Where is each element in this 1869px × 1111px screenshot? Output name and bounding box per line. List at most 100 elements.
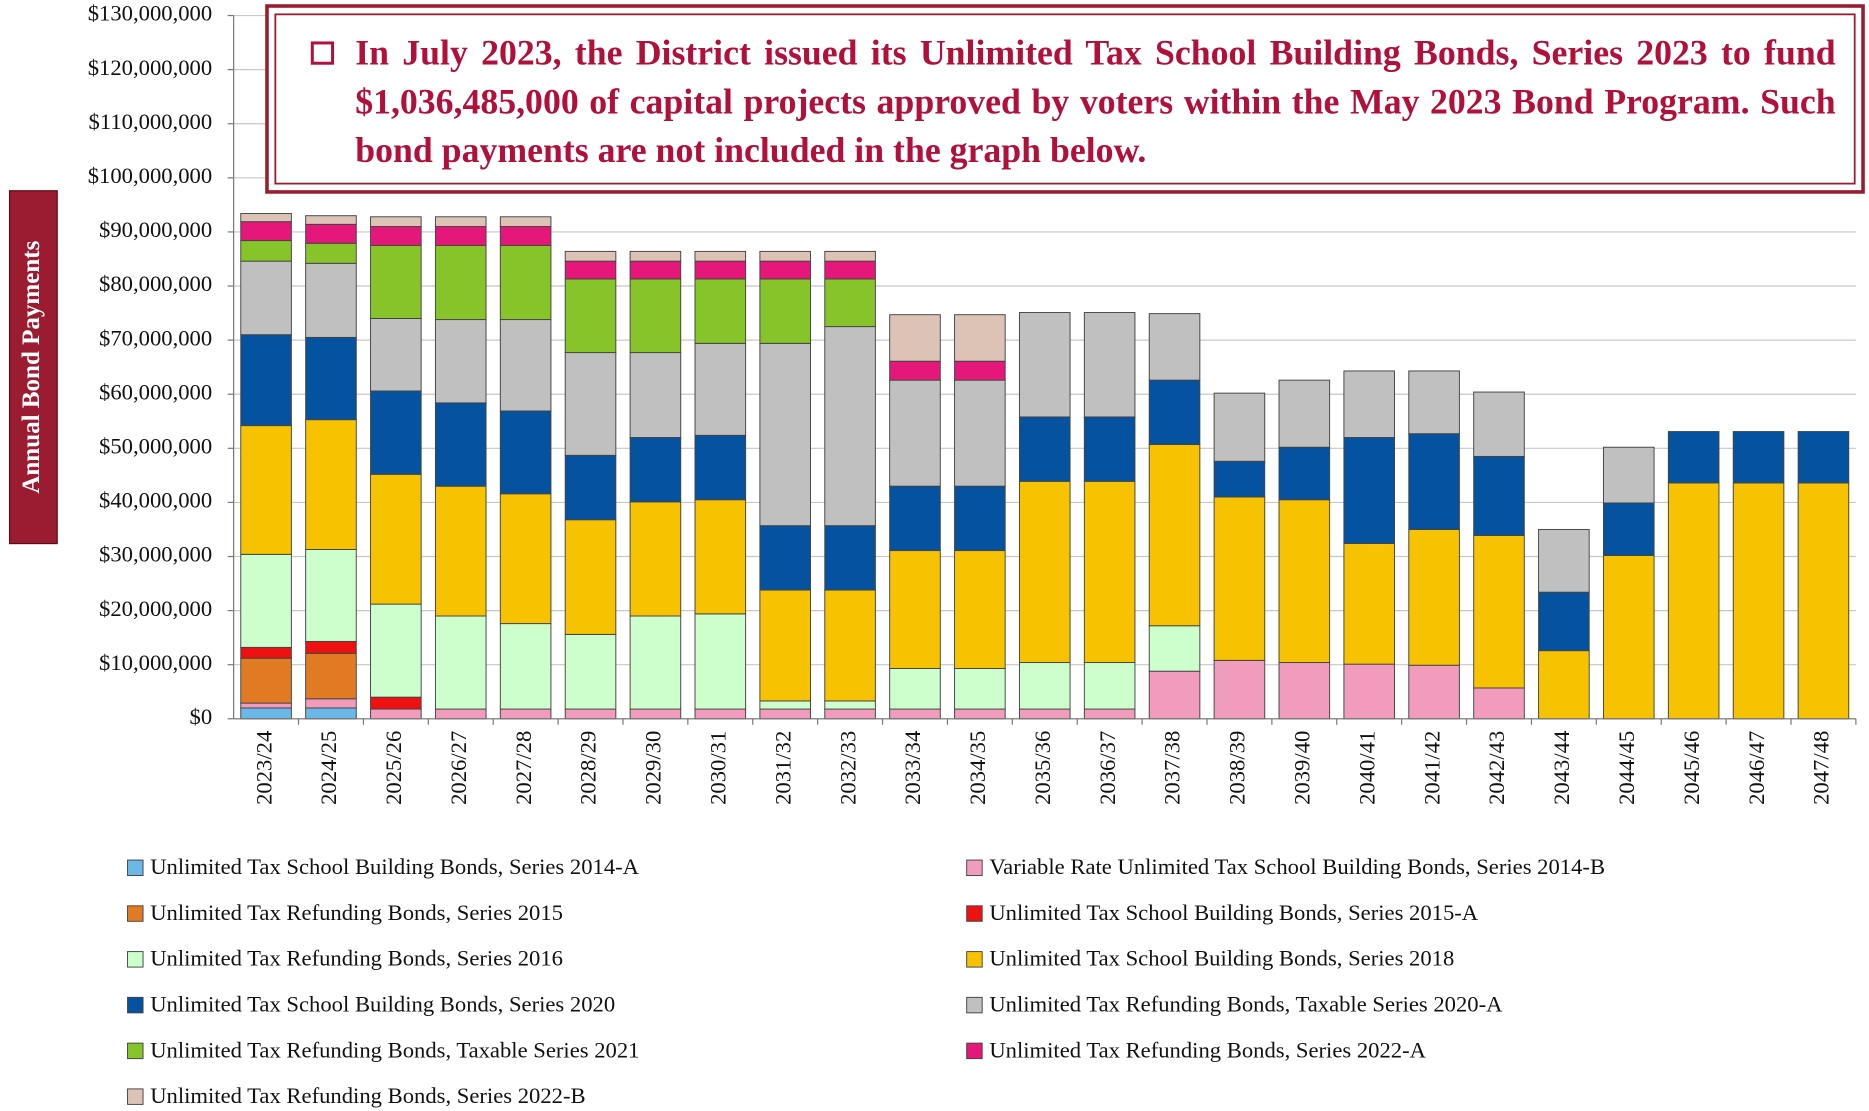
- y-tick-label: $100,000,000: [88, 163, 212, 188]
- bar-segment: [370, 318, 422, 392]
- bar-segment: [240, 334, 292, 427]
- bar-segment: [434, 216, 487, 227]
- bar-segment: [1408, 433, 1460, 530]
- annotation-box: [265, 4, 1865, 194]
- y-tick-label: $90,000,000: [99, 217, 212, 242]
- bar-layer: [240, 213, 1850, 720]
- bar-segment: [694, 260, 747, 280]
- bar-segment: [1083, 708, 1136, 720]
- bar-segment: [1797, 431, 1850, 484]
- bar-segment: [759, 589, 811, 702]
- x-tick-label: 2030/31: [706, 731, 731, 805]
- bar-segment: [889, 314, 941, 362]
- legend-label: Unlimited Tax Refunding Bonds, Series 20…: [989, 1037, 1426, 1062]
- bar-segment: [305, 640, 357, 654]
- bar-segment: [499, 493, 552, 625]
- bar-segment: [694, 278, 747, 344]
- bar-segment: [629, 501, 682, 617]
- bar-segment: [499, 226, 552, 246]
- x-tick-label: 2023/24: [251, 731, 276, 805]
- bar-segment: [1408, 664, 1460, 720]
- legend-swatch: [966, 859, 983, 877]
- bar-segment: [370, 473, 422, 605]
- bar-segment: [564, 278, 617, 354]
- bar-segment: [629, 278, 682, 354]
- bar-segment: [954, 379, 1006, 487]
- bar-segment: [240, 553, 292, 648]
- x-tick-label: 2042/43: [1484, 731, 1509, 805]
- bar-segment: [889, 708, 941, 720]
- x-tick-label: 2035/36: [1030, 731, 1055, 805]
- bar-segment: [434, 226, 487, 246]
- bar-segment: [1083, 312, 1136, 418]
- legend-label: Unlimited Tax Refunding Bonds, Series 20…: [150, 946, 563, 971]
- bar-segment: [759, 250, 811, 262]
- bar-segment: [694, 434, 747, 501]
- bar-segment: [370, 216, 422, 227]
- bar-segment: [370, 696, 422, 710]
- bar-segment: [499, 708, 552, 720]
- bar-segment: [1278, 662, 1331, 720]
- bar-segment: [1473, 534, 1525, 689]
- bar-segment: [240, 240, 292, 262]
- bar-segment: [759, 260, 811, 280]
- legend-swatch: [966, 905, 983, 922]
- bar-segment: [954, 485, 1006, 552]
- bar-segment: [305, 242, 357, 264]
- legend-label: Unlimited Tax School Building Bonds, Ser…: [989, 900, 1478, 925]
- bar-segment: [824, 589, 876, 702]
- x-tick-label: 2040/41: [1354, 731, 1379, 805]
- legend-swatch: [966, 1042, 983, 1060]
- bar-segment: [1732, 482, 1785, 720]
- bar-segment: [305, 223, 357, 244]
- bar-segment: [564, 352, 617, 456]
- bar-segment: [305, 698, 357, 709]
- bar-segment: [1148, 670, 1201, 720]
- x-tick-label: 2029/30: [641, 731, 666, 805]
- bar-segment: [824, 700, 876, 710]
- bar-segment: [1732, 431, 1785, 484]
- y-label-box: [8, 190, 58, 545]
- bar-segment: [954, 708, 1006, 720]
- bar-segment: [499, 623, 552, 710]
- bar-segment: [499, 410, 552, 495]
- bar-segment: [1213, 659, 1266, 720]
- y-tick-label: $60,000,000: [99, 379, 212, 404]
- x-tick-label: 2041/42: [1419, 731, 1444, 805]
- bar-segment: [889, 485, 941, 552]
- bar-segment: [370, 603, 422, 698]
- bar-segment: [240, 707, 292, 720]
- x-tick-label: 2046/47: [1744, 731, 1769, 805]
- bar-segment: [824, 708, 876, 720]
- bar-segment: [1408, 370, 1460, 435]
- legend-label: Unlimited Tax Refunding Bonds, Taxable S…: [150, 1037, 639, 1062]
- bar-segment: [434, 708, 487, 720]
- bar-segment: [434, 402, 487, 487]
- bar-segment: [694, 250, 747, 262]
- y-axis-title: Annual Bond Payments: [18, 240, 45, 493]
- bar-segment: [1538, 591, 1590, 652]
- bar-segment: [759, 700, 811, 710]
- legend-swatch: [127, 1088, 144, 1105]
- bar-segment: [499, 216, 552, 227]
- bar-segment: [1018, 312, 1071, 418]
- x-tick-label: 2031/32: [770, 731, 795, 805]
- legend-label: Unlimited Tax School Building Bonds, Ser…: [989, 946, 1454, 971]
- bar-segment: [629, 708, 682, 720]
- bar-segment: [759, 278, 811, 344]
- bar-segment: [370, 226, 422, 246]
- bar-segment: [1797, 482, 1850, 720]
- bar-segment: [1343, 437, 1395, 545]
- bar-segment: [954, 550, 1006, 669]
- bar-segment: [1343, 370, 1395, 438]
- bar-segment: [305, 548, 357, 642]
- bar-segment: [1473, 455, 1525, 536]
- bar-segment: [629, 250, 682, 262]
- legend-label: Unlimited Tax Refunding Bonds, Taxable S…: [989, 992, 1503, 1017]
- bar-segment: [564, 708, 617, 720]
- bar-segment: [564, 250, 617, 262]
- bar-segment: [1213, 496, 1266, 661]
- y-tick-label: $70,000,000: [99, 325, 212, 350]
- bar-segment: [1667, 431, 1720, 484]
